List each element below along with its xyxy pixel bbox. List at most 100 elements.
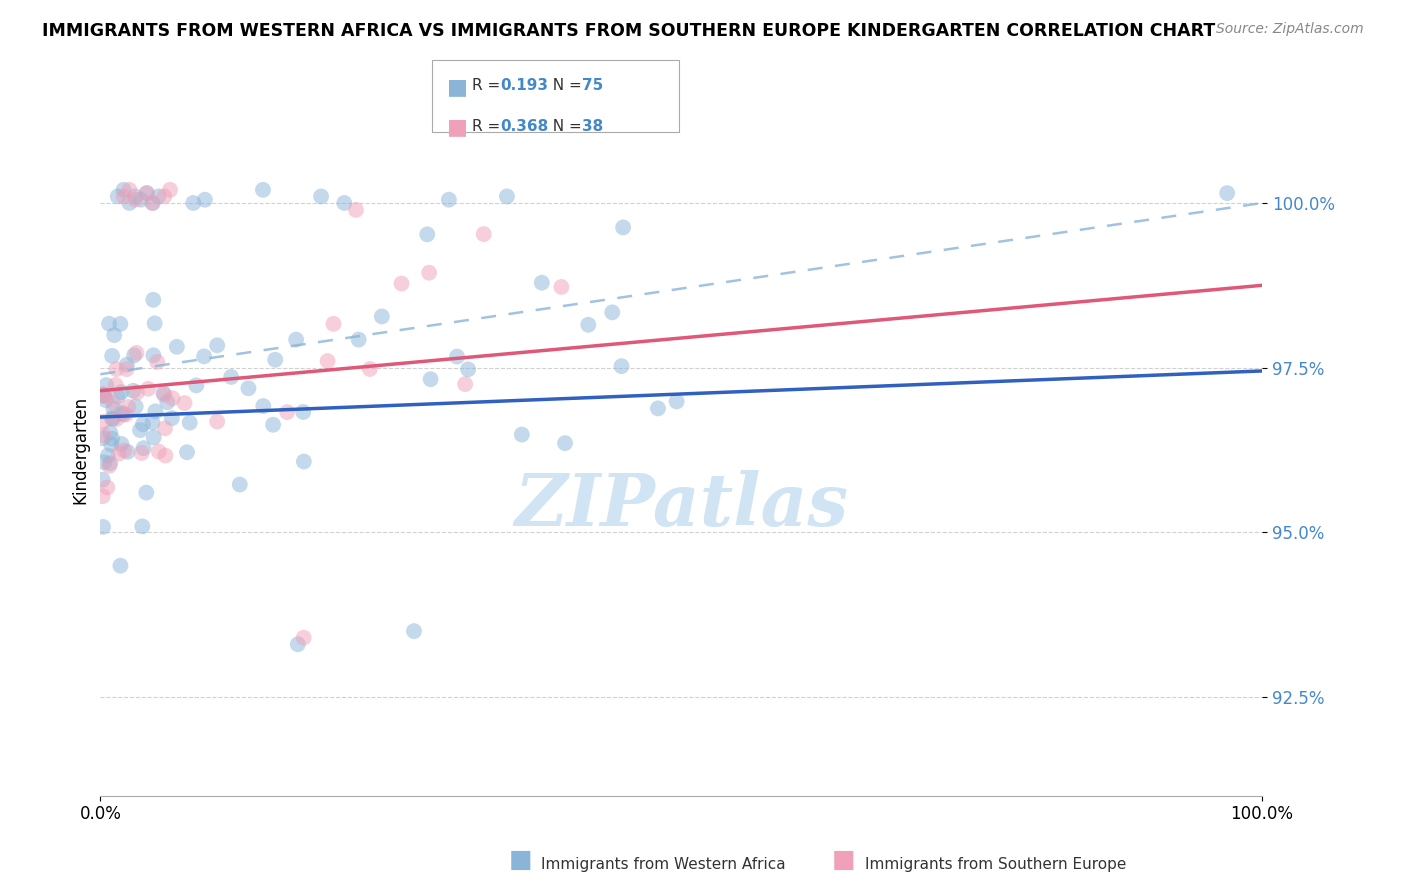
Point: [129, 423, 152, 437]
Point: [107, 189, 129, 203]
Y-axis label: Kindergarten: Kindergarten: [72, 396, 89, 504]
Text: Immigrants from Southern Europe: Immigrants from Southern Europe: [865, 857, 1126, 872]
Text: 75: 75: [582, 78, 603, 94]
Point: [96, 480, 118, 494]
Point: [148, 189, 170, 203]
Point: [143, 317, 166, 331]
Text: ■: ■: [509, 848, 531, 872]
Point: [112, 189, 135, 203]
Point: [472, 227, 495, 241]
Point: [194, 193, 217, 207]
Point: [110, 558, 132, 573]
Text: ZIPatlas: ZIPatlas: [515, 470, 848, 541]
Point: [135, 186, 157, 200]
Point: [93, 387, 115, 401]
Text: ■: ■: [447, 77, 468, 96]
Point: [612, 220, 634, 235]
Point: [124, 193, 146, 207]
Point: [1216, 186, 1239, 200]
Text: Immigrants from Western Africa: Immigrants from Western Africa: [541, 857, 786, 872]
Point: [100, 437, 122, 451]
Point: [252, 399, 274, 413]
Text: R =: R =: [472, 78, 506, 94]
Point: [132, 417, 155, 432]
Point: [285, 333, 308, 347]
Point: [610, 359, 633, 374]
Point: [125, 400, 148, 414]
Point: [125, 346, 148, 360]
Point: [142, 348, 165, 362]
Text: N =: N =: [543, 119, 586, 134]
Point: [112, 443, 135, 458]
Point: [205, 415, 228, 429]
Point: [98, 456, 121, 470]
Point: [457, 362, 479, 376]
Point: [110, 317, 132, 331]
Point: [316, 354, 339, 368]
Point: [142, 196, 165, 211]
Point: [94, 392, 117, 407]
Point: [162, 391, 184, 405]
Point: [98, 425, 121, 440]
Point: [103, 328, 125, 343]
Point: [101, 395, 124, 409]
Point: [135, 485, 157, 500]
Point: [124, 189, 146, 203]
Point: [141, 416, 163, 430]
Point: [112, 408, 135, 422]
Point: [101, 411, 124, 425]
Point: [115, 362, 138, 376]
Point: [93, 428, 115, 442]
Point: [111, 406, 134, 420]
Point: [173, 396, 195, 410]
Point: [105, 362, 128, 376]
Point: [446, 350, 468, 364]
Point: [155, 449, 177, 463]
Point: [576, 318, 599, 332]
Text: 0.368: 0.368: [501, 119, 548, 134]
Point: [181, 196, 204, 211]
Point: [402, 624, 425, 639]
Text: IMMIGRANTS FROM WESTERN AFRICA VS IMMIGRANTS FROM SOUTHERN EUROPE KINDERGARTEN C: IMMIGRANTS FROM WESTERN AFRICA VS IMMIGR…: [42, 22, 1215, 40]
Point: [142, 196, 165, 211]
Point: [143, 404, 166, 418]
Point: [550, 280, 572, 294]
Point: [160, 411, 183, 425]
Point: [333, 196, 356, 211]
Text: 0.193: 0.193: [501, 78, 548, 94]
Point: [292, 454, 315, 468]
Point: [93, 389, 115, 403]
Point: [647, 401, 669, 416]
Point: [159, 183, 181, 197]
Point: [186, 378, 208, 392]
Text: ■: ■: [832, 848, 855, 872]
Point: [359, 362, 381, 376]
Point: [104, 378, 127, 392]
Point: [229, 477, 252, 491]
Point: [530, 276, 553, 290]
Point: [93, 455, 115, 469]
Text: R =: R =: [472, 119, 506, 134]
Point: [153, 388, 176, 402]
Point: [96, 378, 118, 392]
Point: [287, 637, 309, 651]
Point: [110, 385, 132, 400]
Point: [132, 441, 155, 455]
Point: [344, 202, 367, 217]
Point: [153, 189, 176, 203]
Point: [166, 340, 188, 354]
Point: [131, 446, 153, 460]
Point: [115, 408, 138, 422]
Point: [118, 196, 141, 211]
Point: [131, 519, 153, 533]
Point: [665, 394, 688, 409]
Point: [105, 412, 128, 426]
Point: [292, 631, 315, 645]
Point: [129, 193, 152, 207]
Point: [600, 305, 623, 319]
Point: [91, 473, 114, 487]
Point: [496, 189, 519, 203]
Point: [103, 401, 125, 416]
Point: [91, 489, 114, 503]
Point: [153, 421, 176, 435]
